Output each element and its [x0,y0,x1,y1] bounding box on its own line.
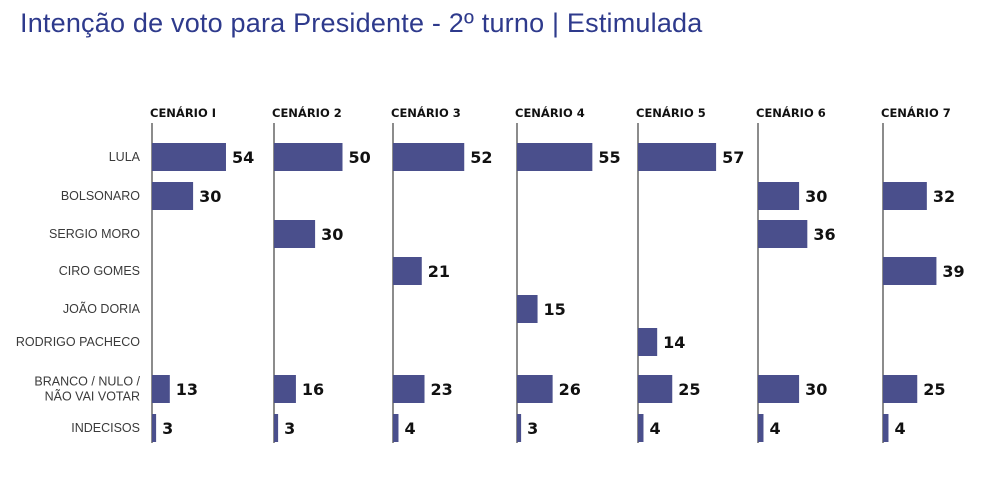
data-label: 57 [722,148,744,167]
data-label: 16 [302,380,324,399]
bar [758,375,800,403]
data-label: 21 [428,262,450,281]
bar [274,220,316,248]
data-label: 32 [933,187,955,206]
bar [393,143,465,171]
data-label: 15 [544,300,566,319]
data-label: 25 [923,380,945,399]
bar [883,414,889,442]
data-label: 55 [598,148,620,167]
bar [152,182,194,210]
data-label: 23 [431,380,453,399]
bar [638,375,673,403]
bar [152,414,157,442]
category-label: CIRO GOMES [59,264,140,278]
bar [758,414,764,442]
bar [638,328,658,356]
scenario-header: CENÁRIO 2 [272,105,342,120]
data-label: 50 [349,148,371,167]
bar [517,414,522,442]
bar [883,257,937,285]
data-label: 4 [769,419,780,438]
category-label: LULA [109,150,141,164]
data-label: 4 [649,419,660,438]
bar [274,414,279,442]
data-label: 13 [176,380,198,399]
bar [758,220,808,248]
chart-title: Intenção de voto para Presidente - 2º tu… [20,8,703,38]
data-label: 3 [162,419,173,438]
scenario-header: CENÁRIO 7 [881,105,951,120]
category-label: BRANCO / NULO / [34,375,140,389]
category-label: BOLSONARO [61,189,140,203]
bar [152,143,226,171]
data-label: 3 [527,419,538,438]
data-label: 25 [678,380,700,399]
category-label: SERGIO MORO [49,227,140,241]
bar [517,295,538,323]
bar [638,143,717,171]
bar [517,143,593,171]
data-label: 26 [559,380,581,399]
bar [152,375,170,403]
data-label: 3 [284,419,295,438]
scenario-header: CENÁRIO 5 [636,105,706,120]
category-label: JOÃO DORIA [63,302,141,316]
scenario-header: CENÁRIO 4 [515,105,585,120]
data-label: 4 [404,419,415,438]
scenario-header: CENÁRIO 6 [756,105,826,120]
data-label: 30 [199,187,221,206]
category-label: NÃO VAI VOTAR [45,390,140,404]
data-label: 36 [813,225,835,244]
category-label: RODRIGO PACHECO [16,335,140,349]
bar [393,257,422,285]
bar [274,143,343,171]
bar [393,375,425,403]
data-label: 14 [663,333,685,352]
bar [517,375,553,403]
bar [883,375,918,403]
data-label: 30 [805,380,827,399]
data-label: 4 [894,419,905,438]
data-label: 30 [805,187,827,206]
data-label: 54 [232,148,254,167]
bar [274,375,296,403]
bar [393,414,399,442]
bar [638,414,644,442]
scenario-header: CENÁRIO 3 [391,105,461,120]
bar [883,182,927,210]
scenario-header: CENÁRIO I [150,105,216,120]
data-label: 39 [942,262,964,281]
bar [758,182,800,210]
category-label: INDECISOS [71,421,140,435]
data-label: 52 [470,148,492,167]
data-label: 30 [321,225,343,244]
